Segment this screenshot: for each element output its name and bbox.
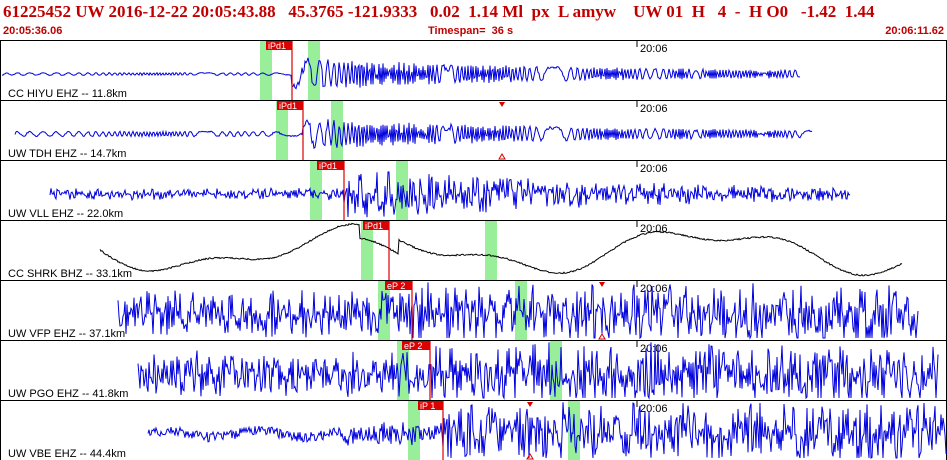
amplitude-marker [526, 453, 534, 460]
trace-panel: 20:06 eP 2 UW PGO EHZ -- 41.8km [0, 340, 947, 401]
seismogram-panels: 20:06 iPd1 CC HIYU EHZ -- 11.8km 20:06 iPd1 U… [0, 40, 947, 460]
pick-label: iPd1 [319, 161, 337, 171]
seismic-trace [49, 171, 851, 218]
pick-label-box [385, 281, 412, 290]
pick-label-box [402, 341, 430, 350]
pick-window [310, 161, 322, 220]
pick-window [361, 221, 373, 280]
amplitude-marker [499, 102, 505, 107]
timespan-label: Timespan= 36 s [428, 25, 514, 37]
trace-panel: 20:06 iPd1 CC HIYU EHZ -- 11.8km [0, 40, 947, 101]
event-summary-title: 61225452 UW 2016-12-22 20:05:43.88 45.37… [3, 2, 875, 21]
pick-label-box [277, 101, 303, 110]
station-label: CC SHRK BHZ -- 33.1km [8, 268, 132, 280]
end-time-label: 20:06:11.62 [885, 25, 944, 37]
pick-label-box [418, 401, 443, 410]
station-label: UW VBE EHZ -- 44.4km [8, 448, 126, 460]
station-label: UW VFP EHZ -- 37.1km [8, 328, 125, 340]
minute-tick-label: 20:06 [640, 403, 668, 415]
pick-label: iP 1 [420, 401, 435, 411]
trace-panel: 20:06 iPd1 UW TDH EHZ -- 14.7km [0, 100, 947, 161]
station-label: UW PGO EHZ -- 41.8km [8, 388, 128, 400]
panel-border [0, 220, 947, 281]
pick-window [308, 41, 320, 100]
minute-tick-label: 20:06 [640, 283, 668, 295]
pick-label-box [317, 161, 344, 170]
amplitude-marker [598, 333, 606, 340]
pick-window [260, 41, 272, 100]
pick-window [396, 161, 408, 220]
pick-label: iPd1 [268, 41, 286, 51]
pick-label-box [266, 41, 292, 50]
amplitude-marker [498, 153, 506, 160]
seismic-trace [99, 222, 903, 277]
trace-panel: 20:06 iP 1 UW VBE EHZ -- 44.4km [0, 400, 947, 460]
pick-label: iPd1 [365, 221, 383, 231]
seismic-trace [2, 57, 800, 90]
trace-panel: 20:06 eP 2 UW VFP EHZ -- 37.1km [0, 280, 947, 341]
start-time-label: 20:05:36.06 [3, 25, 63, 37]
pick-label: eP 2 [387, 281, 405, 291]
minute-tick-label: 20:06 [640, 223, 668, 235]
station-label: UW TDH EHZ -- 14.7km [8, 148, 126, 160]
header-bar: 61225452 UW 2016-12-22 20:05:43.88 45.37… [0, 0, 947, 38]
station-label: UW VLL EHZ -- 22.0km [8, 208, 123, 220]
amplitude-marker [527, 402, 533, 407]
pick-label: iPd1 [279, 101, 297, 111]
trace-panel: 20:06 iPd1 CC SHRK BHZ -- 33.1km [0, 220, 947, 281]
pick-window [485, 221, 497, 280]
minute-tick-label: 20:06 [640, 103, 668, 115]
minute-tick-label: 20:06 [640, 343, 668, 355]
pick-window [378, 281, 390, 340]
pick-window [276, 101, 288, 160]
seismic-trace [147, 402, 947, 459]
minute-tick-label: 20:06 [640, 163, 668, 175]
seismic-trace [14, 119, 813, 150]
pick-label-box [363, 221, 389, 230]
seismic-trace [137, 342, 939, 400]
pick-label: eP 2 [404, 341, 422, 351]
pick-window [568, 401, 580, 460]
station-label: CC HIYU EHZ -- 11.8km [8, 88, 127, 100]
seismic-trace [117, 282, 919, 340]
minute-tick-label: 20:06 [640, 43, 668, 55]
pick-window [331, 101, 343, 160]
trace-panel: 20:06 iPd1 UW VLL EHZ -- 22.0km [0, 160, 947, 221]
amplitude-marker [599, 282, 605, 287]
